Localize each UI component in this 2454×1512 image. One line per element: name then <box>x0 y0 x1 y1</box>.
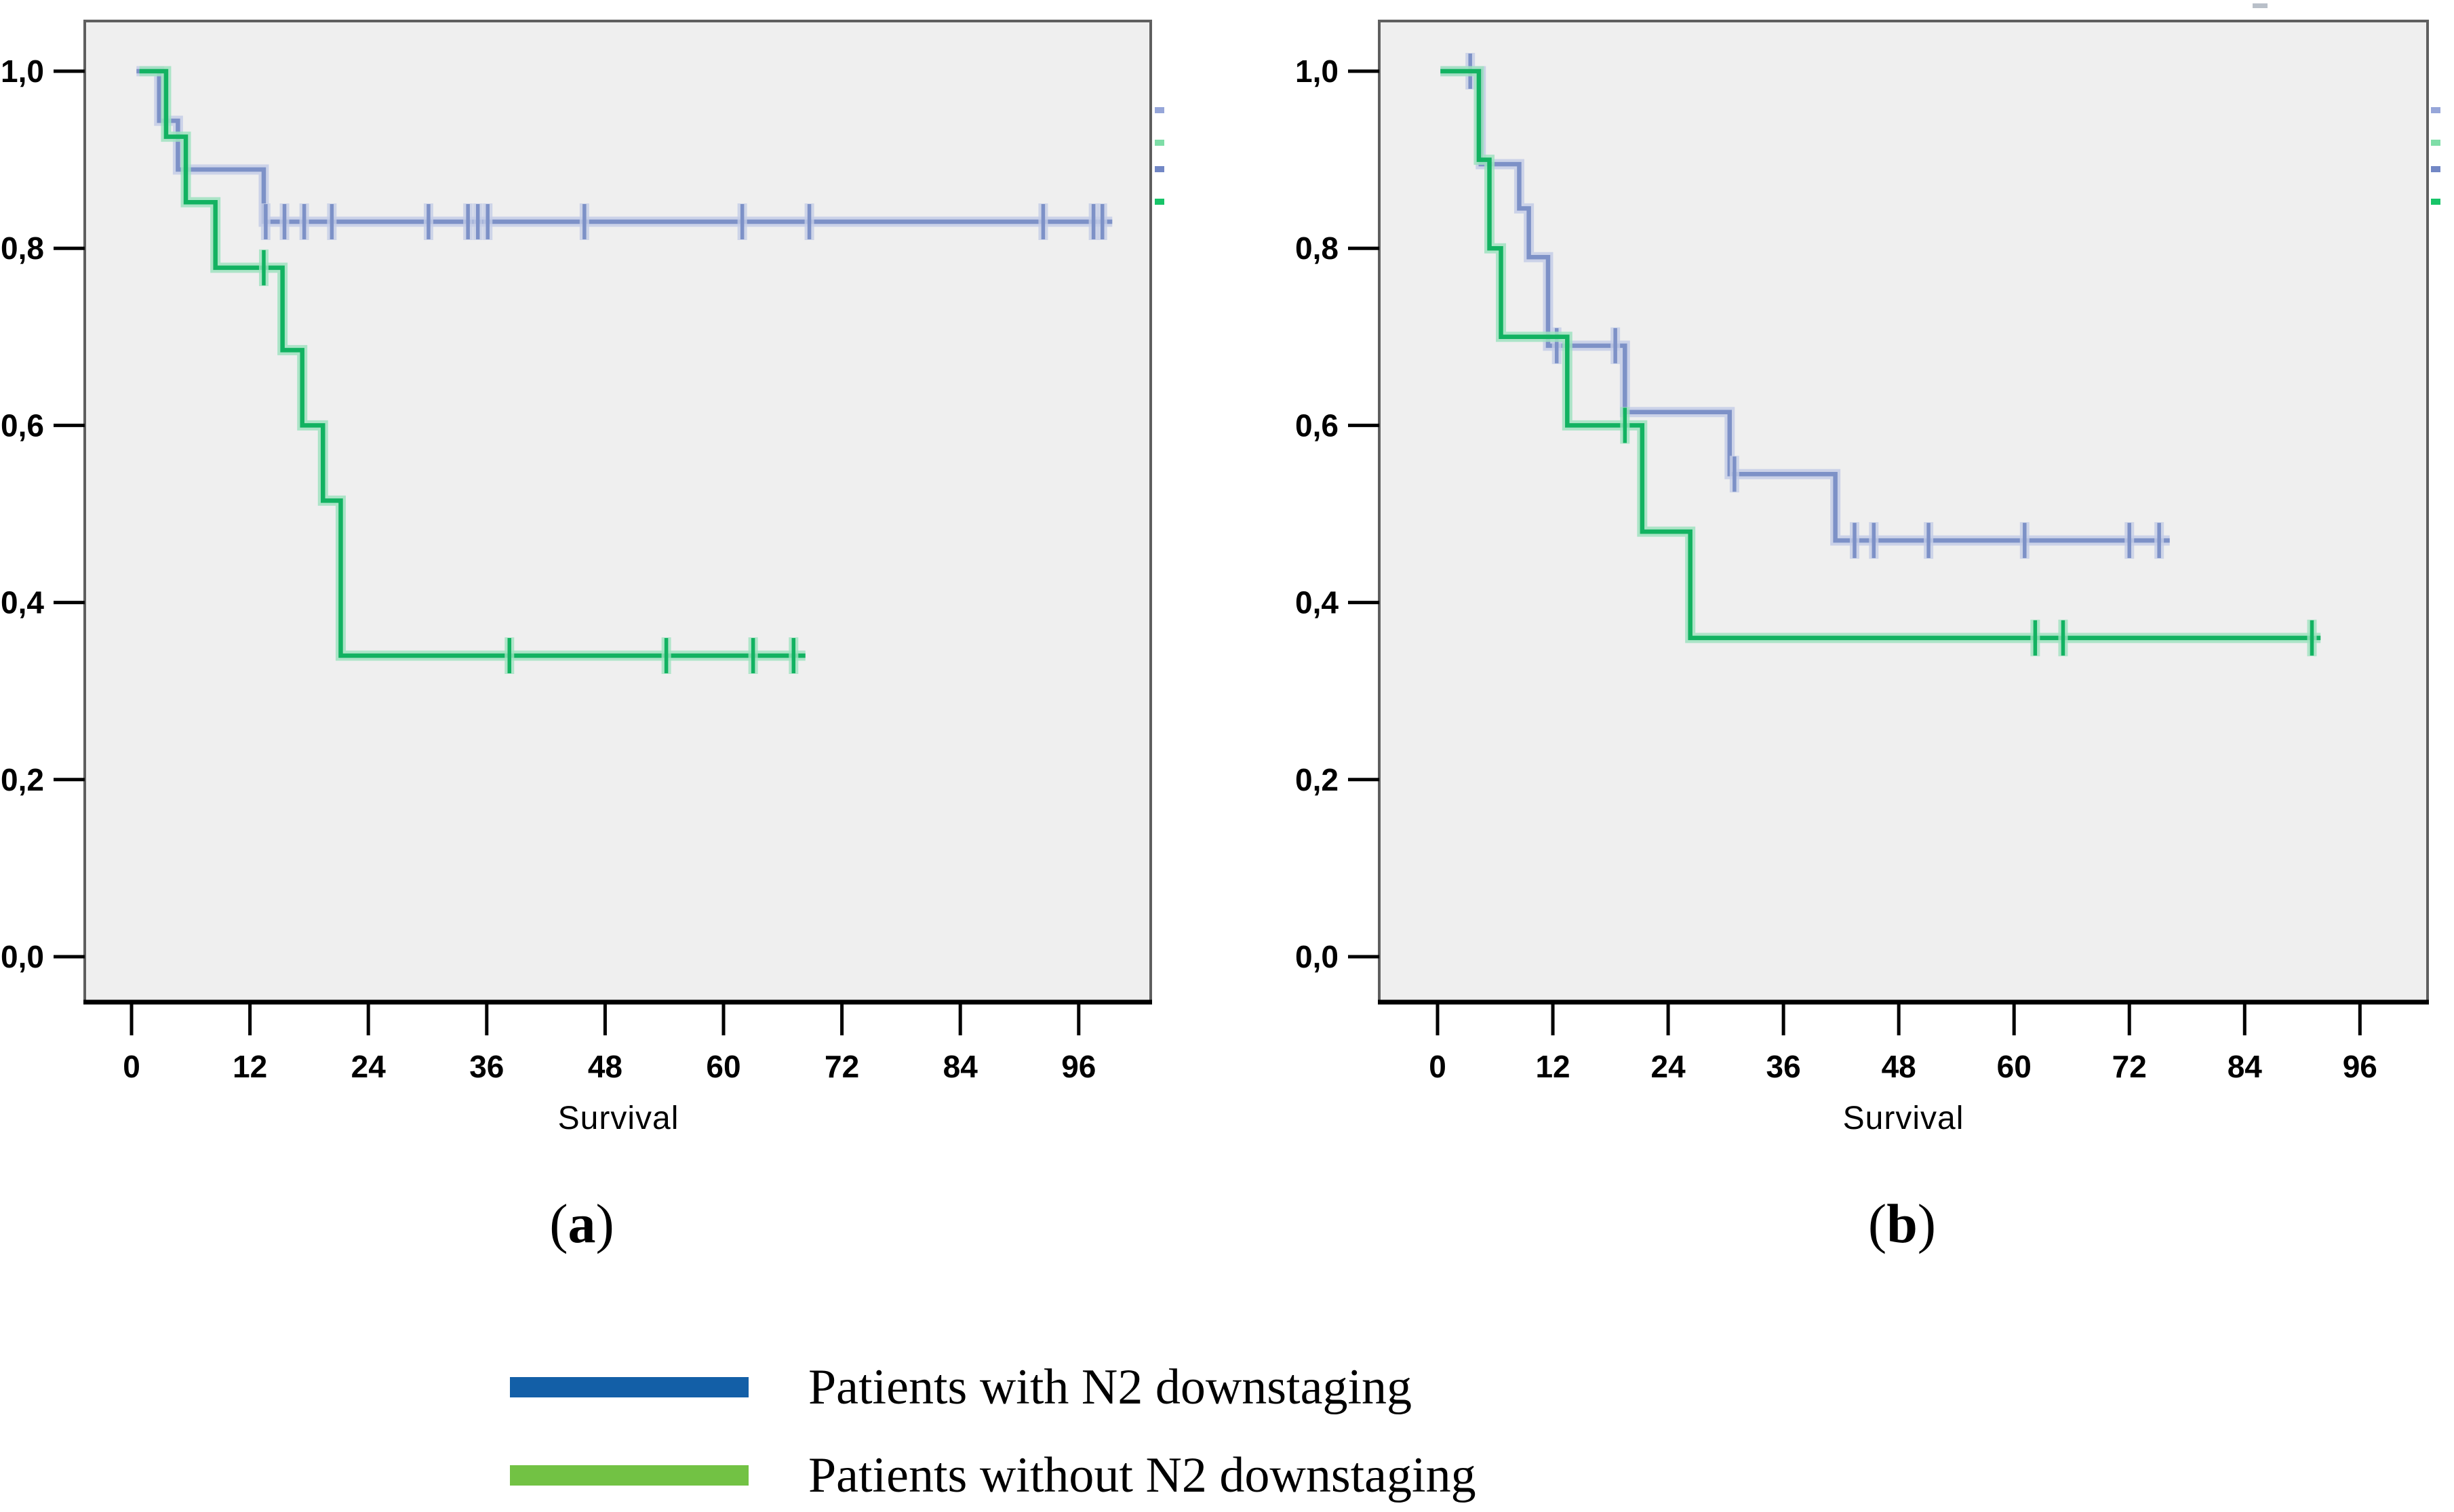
legend-remnant-dash <box>2431 199 2440 205</box>
legend-remnant-dash <box>1155 107 1164 113</box>
panel-b-caption: (b) <box>1766 1192 2038 1256</box>
y-tick-label: 0,6 <box>1 407 44 443</box>
x-tick-label: 36 <box>1766 1049 1801 1084</box>
y-tick-label: 0,4 <box>1295 585 1339 620</box>
panel-b-xaxis-title: Survival <box>1842 1100 1964 1136</box>
x-tick-label: 84 <box>943 1049 978 1084</box>
censor-marks-with-downstaging <box>260 203 1107 241</box>
legend-swatch-blue <box>510 1377 749 1397</box>
y-tick-label: 0,6 <box>1295 407 1339 443</box>
km-curve-with-downstaging <box>1440 68 2170 543</box>
censor-marks-without-downstaging <box>1620 407 2317 656</box>
x-tick-label: 60 <box>1997 1049 2032 1084</box>
legend-remnant-dash <box>2431 107 2440 113</box>
y-tick-label: 1,0 <box>1 54 44 89</box>
x-tick-label: 84 <box>2228 1049 2263 1084</box>
panel-a-xaxis-title: Survival <box>557 1100 679 1136</box>
y-tick-label: 0,0 <box>1295 939 1339 974</box>
legend-remnant-dash <box>1155 199 1164 205</box>
km-curve-without-downstaging <box>139 68 806 658</box>
y-tick-label: 0,2 <box>1295 762 1339 797</box>
caption-open-paren: ( <box>549 1193 568 1254</box>
plot-area <box>1378 20 2429 1003</box>
y-tick-label: 0,2 <box>1 762 44 797</box>
legend-remnant-dash <box>1155 140 1164 146</box>
x-tick-label: 12 <box>1535 1049 1570 1084</box>
x-tick-label: 72 <box>825 1049 859 1084</box>
legend-label-without-downstaging: Patients without N2 downstaging <box>808 1448 1476 1503</box>
y-tick-label: 1,0 <box>1295 54 1339 89</box>
legend-swatch-green <box>510 1465 749 1486</box>
caption-letter-b: b <box>1886 1193 1918 1254</box>
x-tick-label: 96 <box>2343 1049 2377 1084</box>
y-tick-label: 0,8 <box>1 231 44 266</box>
x-tick-label: 0 <box>123 1049 140 1084</box>
legend-row-without-downstaging: Patients without N2 downstaging <box>510 1444 1476 1507</box>
panel-a-caption: (a) <box>446 1192 717 1256</box>
legend-remnant-dash <box>1155 166 1164 172</box>
caption-letter-a: a <box>568 1193 596 1254</box>
y-tick-label: 0,8 <box>1295 231 1339 266</box>
x-tick-label: 36 <box>469 1049 504 1084</box>
legend-remnant-dash <box>2431 166 2440 172</box>
panel-a: 1,0 0,8 0,6 0,4 0,2 0,0 0 12 24 36 48 60 72 84 96 <box>1 20 1164 1084</box>
x-tick-label: 60 <box>706 1049 740 1084</box>
x-tick-label: 48 <box>588 1049 622 1084</box>
x-tick-label: 12 <box>233 1049 267 1084</box>
x-tick-label: 0 <box>1429 1049 1446 1084</box>
x-tick-label: 48 <box>1882 1049 1916 1084</box>
caption-close-paren: ) <box>1917 1193 1937 1254</box>
panel-b: 1,0 0,8 0,6 0,4 0,2 0,0 0 12 24 36 48 60 72 84 96 <box>1295 20 2440 1084</box>
x-tick-label: 24 <box>1650 1049 1686 1084</box>
x-tick-label: 96 <box>1061 1049 1096 1084</box>
top-right-artifact-dash <box>2253 3 2268 8</box>
legend-remnant-dash <box>2431 140 2440 146</box>
x-tick-label: 72 <box>2112 1049 2147 1084</box>
censor-marks-without-downstaging <box>258 249 799 674</box>
km-curve-without-downstaging <box>1440 68 2321 641</box>
legend-label-with-downstaging: Patients with N2 downstaging <box>808 1359 1412 1415</box>
y-tick-label: 0,4 <box>1 585 44 620</box>
caption-close-paren: ) <box>595 1193 614 1254</box>
y-tick-label: 0,0 <box>1 939 44 974</box>
legend-row-with-downstaging: Patients with N2 downstaging <box>510 1356 1476 1418</box>
x-tick-label: 24 <box>351 1049 387 1084</box>
caption-open-paren: ( <box>1867 1193 1887 1254</box>
figure-legend: Patients with N2 downstaging Patients wi… <box>510 1356 1476 1507</box>
